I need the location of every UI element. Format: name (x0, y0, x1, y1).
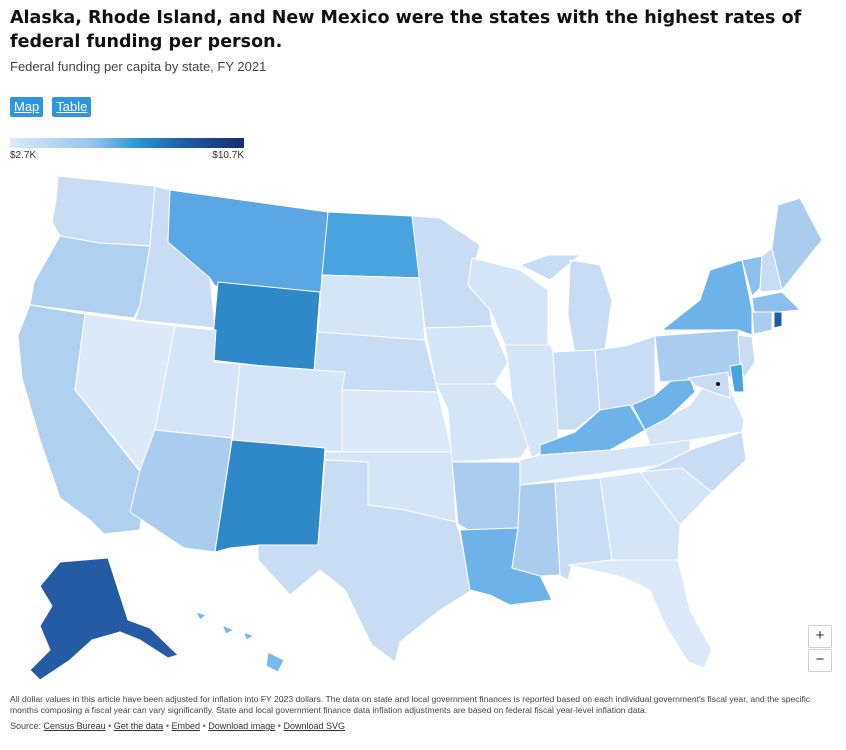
state-rhode-island[interactable] (773, 311, 783, 329)
state-colorado[interactable] (231, 363, 346, 453)
source-prefix: Source: (10, 721, 42, 731)
dc-marker (716, 382, 720, 386)
state-indiana[interactable] (552, 349, 601, 431)
state-florida[interactable] (567, 559, 713, 669)
view-tabs: Map Table (10, 97, 92, 117)
state-arkansas[interactable] (451, 461, 521, 531)
state-delaware[interactable] (729, 363, 745, 393)
chart-subtitle: Federal funding per capita by state, FY … (10, 59, 267, 74)
state-missouri[interactable] (435, 383, 531, 463)
separator: • (277, 721, 281, 731)
footnote: All dollar values in this article have b… (10, 694, 811, 715)
us-choropleth-map (17, 175, 823, 681)
state-arizona[interactable] (129, 429, 233, 553)
state-maryland[interactable] (687, 371, 731, 399)
separator: • (165, 721, 169, 731)
state-mississippi[interactable] (511, 481, 561, 577)
link-embed[interactable]: Embed (171, 721, 201, 731)
state-iowa[interactable] (424, 325, 509, 385)
source-line: Source: Census Bureau • Get the data • E… (10, 721, 345, 731)
state-west-virginia[interactable] (631, 377, 696, 431)
state-oregon[interactable] (29, 235, 151, 319)
state-massachusetts[interactable] (751, 291, 801, 313)
legend-labels: $2.7K $10.7K (10, 150, 244, 161)
tab-map[interactable]: Map (10, 97, 44, 117)
state-south-dakota[interactable] (317, 274, 426, 341)
separator: • (202, 721, 206, 731)
zoom-in-button[interactable]: + (808, 625, 832, 648)
separator: • (108, 721, 112, 731)
state-wyoming[interactable] (210, 281, 321, 373)
color-legend: $2.7K $10.7K (10, 138, 244, 161)
link-download-image[interactable]: Download image (208, 721, 276, 731)
tab-table[interactable]: Table (52, 97, 92, 117)
state-texas[interactable] (257, 459, 473, 663)
state-georgia[interactable] (599, 471, 681, 561)
chart-title: Alaska, Rhode Island, and New Mexico wer… (10, 8, 802, 52)
state-maine[interactable] (771, 197, 823, 291)
state-north-carolina[interactable] (639, 431, 747, 493)
legend-max-label: $10.7K (212, 150, 244, 161)
state-new-york[interactable] (661, 259, 753, 336)
state-washington[interactable] (51, 175, 156, 247)
state-new-mexico[interactable] (214, 439, 326, 553)
zoom-out-button[interactable]: − (808, 649, 832, 672)
state-alaska[interactable] (29, 557, 179, 681)
link-census-bureau[interactable]: Census Bureau (43, 721, 106, 731)
state-hawaii[interactable] (195, 611, 285, 673)
link-download-svg[interactable]: Download SVG (283, 721, 346, 731)
state-connecticut[interactable] (751, 311, 773, 335)
state-north-dakota[interactable] (321, 211, 421, 279)
legend-gradient-bar (10, 138, 244, 148)
link-get-the-data[interactable]: Get the data (113, 721, 164, 731)
legend-min-label: $2.7K (10, 150, 37, 161)
state-kansas[interactable] (341, 389, 453, 453)
